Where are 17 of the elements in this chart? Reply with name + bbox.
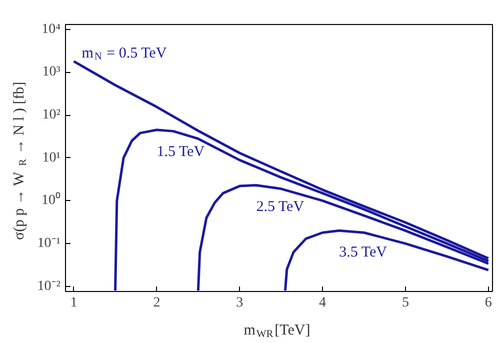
series-label: 1.5 TeV <box>156 144 205 160</box>
x-tick-label: 3 <box>236 296 244 310</box>
y-tick-label: 10⁴ <box>42 22 61 37</box>
y-axis-title: σ(p p → WR → N l ) [fb] <box>12 82 29 240</box>
x-tick-label: 5 <box>402 296 409 310</box>
x-tick-label: 1 <box>70 296 78 310</box>
x-tick-label: 6 <box>484 296 492 310</box>
y-tick-label: 10⁻² <box>37 278 61 294</box>
x-tick-label: 2 <box>153 296 160 310</box>
x-tick-label: 4 <box>319 296 326 310</box>
series-label: 2.5 TeV <box>256 199 304 216</box>
y-tick-label: 10⁻¹ <box>37 236 61 252</box>
y-tick-label: 10¹ <box>42 150 61 166</box>
y-tick-label: 10² <box>42 108 61 123</box>
series-label: 3.5 TeV <box>339 244 388 261</box>
y-tick-label: 10³ <box>42 64 61 80</box>
y-tick-label: 10⁰ <box>42 192 60 208</box>
